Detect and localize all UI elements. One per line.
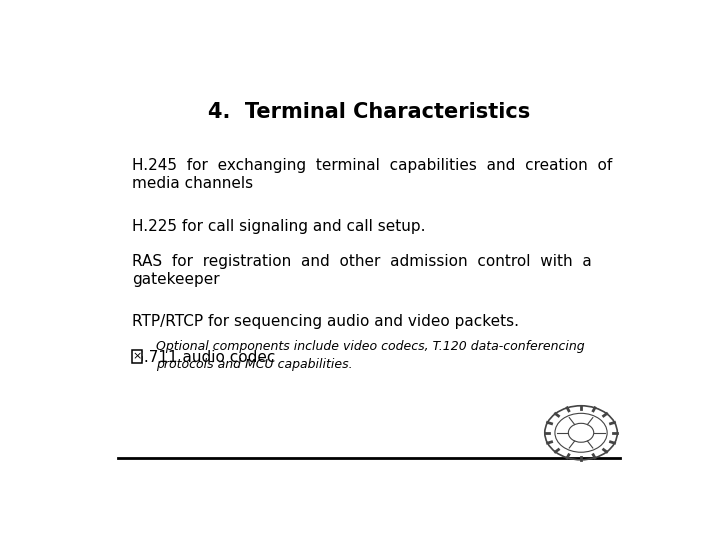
Text: RAS  for  registration  and  other  admission  control  with  a
gatekeeper: RAS for registration and other admission… (132, 254, 592, 287)
Text: G.711 audio codec: G.711 audio codec (132, 349, 275, 364)
Text: ×: × (132, 351, 142, 361)
FancyBboxPatch shape (132, 350, 142, 363)
Text: H.245  for  exchanging  terminal  capabilities  and  creation  of
media channels: H.245 for exchanging terminal capabiliti… (132, 158, 612, 191)
Text: 4.  Terminal Characteristics: 4. Terminal Characteristics (208, 102, 530, 122)
Text: Optional components include video codecs, T.120 data-conferencing
protocols and : Optional components include video codecs… (156, 340, 585, 370)
Text: H.225 for call signaling and call setup.: H.225 for call signaling and call setup. (132, 219, 426, 234)
Text: RTP/RTCP for sequencing audio and video packets.: RTP/RTCP for sequencing audio and video … (132, 314, 519, 329)
